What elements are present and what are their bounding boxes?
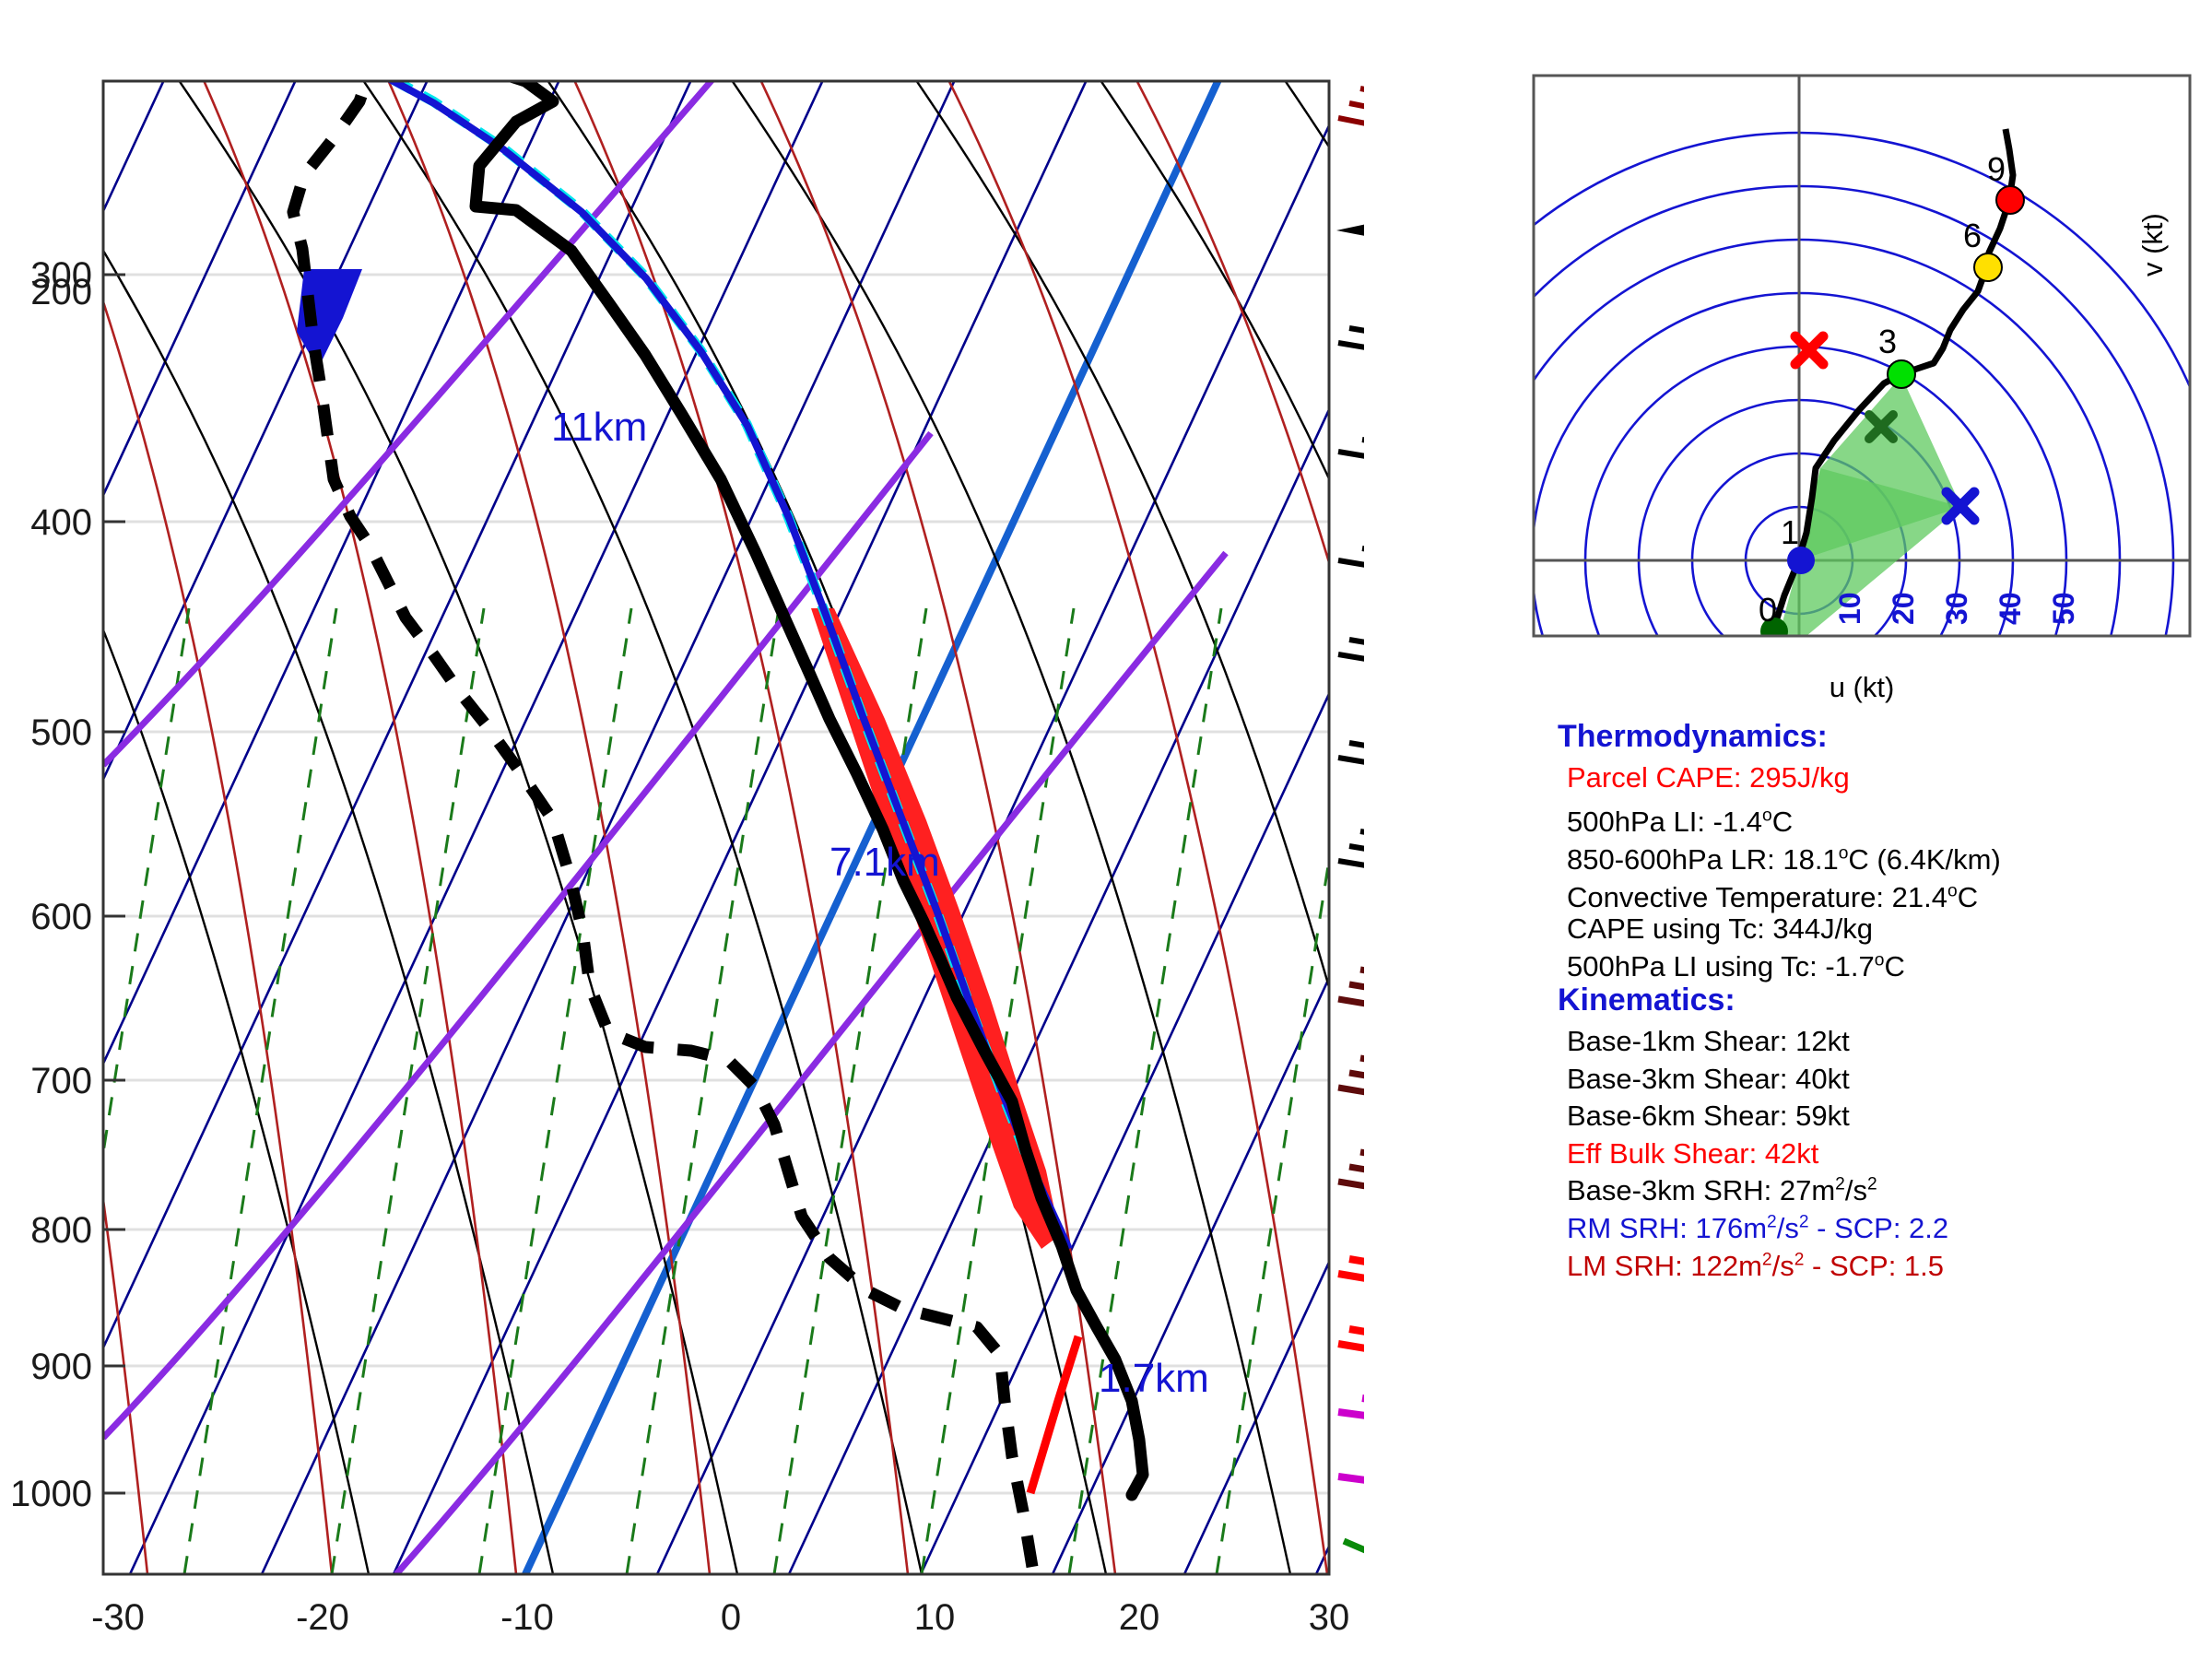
ttick-10: 10 — [914, 1597, 956, 1638]
skewt-chart: 1000 900 800 700 600 500 400 300 200 -30… — [10, 79, 1364, 1638]
hodo-label-1: 1 — [1781, 513, 1799, 551]
convective-temperature-value: Convective Temperature: 21.4oC — [1567, 880, 1979, 913]
height-label-11km: 11km — [551, 405, 647, 450]
thermodynamics-heading: Thermodynamics: — [1558, 719, 1828, 754]
rm-srh-value: RM SRH: 176m2/s2 - SCP: 2.2 — [1567, 1212, 1949, 1245]
hodograph-frame — [1532, 74, 2192, 638]
hodograph-chart: 10 20 30 40 50 0 1 3 6 9 — [1530, 72, 2212, 708]
isotherm-zero-line — [522, 81, 1222, 1574]
ring-label-10: 10 — [1833, 592, 1866, 625]
srh-shaded-region-lower — [1779, 468, 1961, 636]
hodograph-y-axis-label: v (kt) — [2136, 213, 2169, 276]
shear-6km-value: Base-6km Shear: 59kt — [1567, 1100, 1850, 1133]
lm-srh-value: LM SRH: 122m2/s2 - SCP: 1.5 — [1567, 1249, 1945, 1282]
height-annotations: 11km 7.1km 1.7km — [551, 405, 1209, 1401]
ttick-20: 20 — [1119, 1597, 1160, 1638]
height-label-17km: 1.7km — [1099, 1356, 1209, 1401]
hodograph-panel: 10 20 30 40 50 0 1 3 6 9 — [1530, 72, 2212, 708]
hodograph-height-labels: 0 1 3 6 9 — [1759, 150, 2006, 629]
li-500hpa-value: 500hPa LI: -1.4oC — [1567, 806, 1794, 839]
wind-barb — [1336, 224, 1364, 236]
temperature-tick-labels: -30 -20 -10 0 10 20 30 — [91, 1597, 1349, 1638]
hodograph-6km-dot — [1973, 253, 2003, 282]
hodograph-surface-dot — [1760, 618, 1788, 636]
hodo-label-0: 0 — [1759, 591, 1777, 629]
sounding-parameters-panel: Thermodynamics: Parcel CAPE: 295J/kg 500… — [1558, 719, 2203, 1283]
ttick-m10: -10 — [500, 1597, 554, 1638]
rm-storm-motion-marker — [1941, 487, 1980, 525]
mean-wind-marker — [1865, 410, 1898, 443]
wind-barb — [1337, 546, 1364, 568]
hodograph-9km-dot — [1995, 185, 2025, 215]
ptick-400: 400 — [30, 502, 92, 543]
wind-barb — [1337, 1054, 1364, 1096]
kinematics-heading: Kinematics: — [1558, 982, 1735, 1018]
skewt-panel: Beauvecchain 20180816 2100 — [10, 11, 1364, 1638]
ring-label-30: 30 — [1940, 592, 1973, 625]
ttick-30: 30 — [1309, 1597, 1350, 1638]
ttick-m30: -30 — [91, 1597, 145, 1638]
hodo-label-3: 3 — [1878, 323, 1897, 360]
ptick-800: 800 — [30, 1210, 92, 1251]
srh-3km-value: Base-3km SRH: 27m2/s2 — [1567, 1174, 1877, 1207]
wind-barb — [1337, 637, 1364, 662]
parcel-cape-value: Parcel CAPE: 295J/kg — [1567, 760, 1850, 794]
wind-barb — [1337, 325, 1364, 350]
wind-barb — [1337, 829, 1364, 868]
hodograph-3km-dot — [1887, 359, 1916, 389]
wind-barb-column — [1336, 86, 1364, 1554]
wind-barb — [1337, 1473, 1364, 1484]
wind-barb — [1337, 966, 1364, 1007]
shear-3km-value: Base-3km Shear: 40kt — [1567, 1062, 1850, 1095]
lm-storm-motion-marker — [1790, 331, 1829, 370]
wind-barb — [1337, 86, 1364, 126]
wind-barb — [1337, 1394, 1364, 1419]
wind-barb — [1342, 1537, 1364, 1554]
ring-label-20: 20 — [1887, 592, 1920, 625]
hodo-label-9: 9 — [1987, 150, 2006, 188]
wind-barb — [1337, 1255, 1364, 1282]
ptick-1000: 1000 — [10, 1474, 92, 1514]
wind-barb — [1337, 437, 1364, 459]
dewpoint-trace — [287, 81, 1039, 1569]
shear-1km-value: Base-1km Shear: 12kt — [1567, 1025, 1850, 1058]
moist-adiabat-lines — [103, 81, 1329, 1574]
lapse-rate-value: 850-600hPa LR: 18.1oC (6.4K/km) — [1567, 842, 2001, 876]
height-label-71km: 7.1km — [830, 840, 940, 885]
eff-bulk-shear-value: Eff Bulk Shear: 42kt — [1567, 1136, 1819, 1170]
dry-adiabat-lines — [103, 81, 1329, 1574]
ptick-700: 700 — [30, 1061, 92, 1101]
ptick-600: 600 — [30, 897, 92, 937]
wind-barb — [1337, 740, 1364, 765]
pressure-ticks — [103, 273, 125, 1495]
hodograph-trace — [1768, 128, 2017, 636]
hodo-label-6: 6 — [1963, 217, 1982, 254]
cin-shaded-region — [297, 269, 362, 369]
ring-label-50: 50 — [2047, 592, 2080, 625]
skewt-background-lines — [103, 81, 1329, 1574]
hodograph-1km-dot — [1787, 547, 1815, 574]
ptick-300: 300 — [30, 255, 92, 296]
ring-label-40: 40 — [1994, 592, 2027, 625]
hodograph-x-axis-label: u (kt) — [1829, 671, 1895, 703]
theta-e-lines — [103, 81, 1229, 1574]
hodograph-ring-labels: 10 20 30 40 50 — [1833, 592, 2080, 625]
pressure-tick-labels: 1000 900 800 700 600 500 400 300 200 — [10, 255, 92, 1514]
ttick-0: 0 — [721, 1597, 741, 1638]
ttick-m20: -20 — [296, 1597, 349, 1638]
cape-using-tc-value: CAPE using Tc: 344J/kg — [1567, 912, 1873, 946]
ptick-500: 500 — [30, 712, 92, 753]
wind-barb — [1337, 1148, 1364, 1190]
skewt-axes-frame — [101, 79, 1331, 1576]
wind-barb — [1337, 1325, 1364, 1352]
temperature-trace — [469, 81, 1149, 1501]
surface-parcel-stub — [1026, 1335, 1083, 1495]
ptick-900: 900 — [30, 1347, 92, 1387]
ptick-200: 200 — [30, 272, 92, 312]
li-using-tc-value: 500hPa LI using Tc: -1.7oC — [1567, 949, 1905, 982]
